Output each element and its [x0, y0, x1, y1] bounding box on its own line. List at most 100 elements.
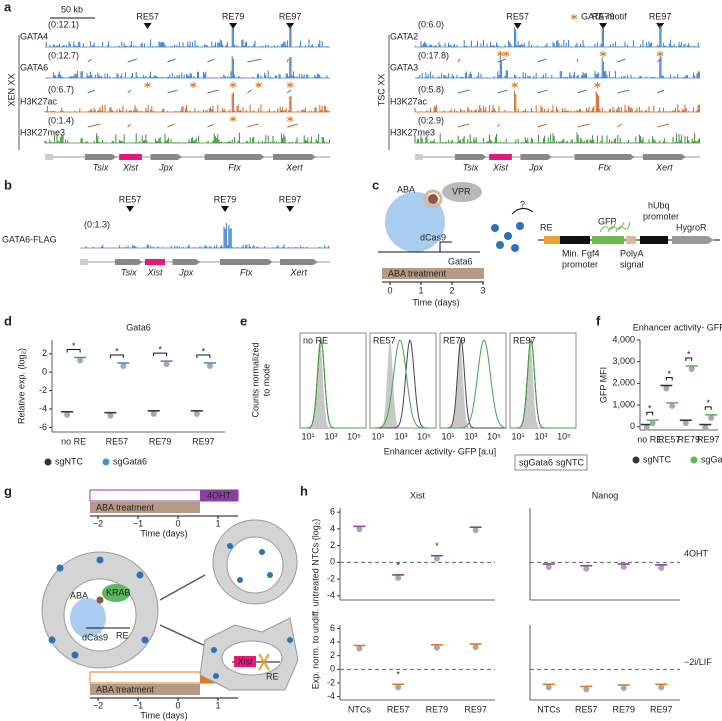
line [167, 123, 175, 128]
significance: * [158, 345, 162, 355]
promoter-arrow [439, 241, 452, 252]
x-tick-label: no RE [637, 434, 662, 444]
line [457, 58, 461, 63]
gene [150, 154, 182, 160]
panel-label: c [372, 177, 379, 192]
krab-label: KRAB [106, 587, 131, 597]
replicate-dot [77, 357, 84, 364]
significance: * [667, 369, 671, 379]
motif-star [229, 116, 237, 122]
track-range: (0:1.4) [48, 115, 74, 125]
x-tick-label: RE79 [149, 436, 172, 446]
chart-title: Enhancer activity- GFP [633, 322, 722, 332]
question-label: ? [520, 199, 525, 209]
motif-star [599, 51, 607, 57]
motif-star [656, 51, 664, 57]
marker-triangle [513, 23, 522, 29]
panel-label: g [4, 483, 12, 498]
time-tick: 3 [480, 285, 485, 295]
re-marker-label: RE97 [279, 194, 302, 204]
motif-star [255, 82, 262, 88]
line [657, 89, 665, 94]
marker-triangle [656, 23, 665, 29]
re-marker-label: RE79 [214, 194, 237, 204]
x-tick-label: 10⁵ [557, 431, 571, 441]
legend-label: sgNTC [643, 454, 672, 464]
motif-star [502, 51, 510, 57]
legend-swatch [44, 458, 52, 466]
motif-star [189, 82, 197, 88]
gene-name: Xert [285, 162, 303, 172]
gene-name: Xert [289, 267, 307, 277]
replicate-dot [545, 564, 552, 571]
line [617, 58, 626, 63]
re-marker-label: RE57 [119, 194, 142, 204]
legend-box [514, 454, 588, 471]
replicate-dot [658, 684, 665, 691]
protein-dot [259, 549, 265, 555]
protein-dot [136, 571, 144, 579]
y-tick-label: -2 [327, 573, 335, 583]
re-marker-label: RE79 [592, 11, 615, 21]
y-tick-label: 3,000 [612, 356, 635, 366]
line [87, 123, 101, 128]
gene [574, 154, 635, 160]
legend-label: sgNTC [55, 456, 84, 466]
gata6-label: Gata6 [448, 256, 473, 266]
replicate-dot [583, 565, 590, 572]
gene [204, 154, 265, 160]
significance-bracket [109, 354, 124, 358]
line [617, 123, 622, 128]
y-tick-label: 2 [330, 540, 335, 550]
treatment-bar [382, 268, 484, 279]
re-box [544, 236, 560, 244]
replicate-dot [356, 526, 363, 533]
group-label: TSC XX [376, 74, 386, 107]
x-tick-label: 10⁵ [487, 431, 501, 441]
significance-bracket [646, 411, 654, 416]
line [617, 89, 630, 94]
significance: * [396, 560, 400, 570]
aba-label: ABA [397, 184, 415, 194]
track-name: GATA2 [390, 31, 418, 41]
replicate-dot [649, 420, 656, 427]
y-tick-label: 0 [330, 664, 335, 674]
gene [220, 259, 273, 265]
gene [273, 154, 316, 160]
replicate-dot [663, 385, 670, 392]
line [87, 89, 96, 94]
signal-track [416, 56, 700, 78]
legend-label: sgNTC [556, 457, 585, 467]
time-tick: −2 [93, 518, 103, 528]
y-tick-label: 2 [330, 650, 335, 660]
time-tick: −2 [93, 700, 103, 710]
protein-dot [516, 222, 524, 230]
re-marker-label: RE97 [279, 11, 302, 21]
replicate-dot [643, 424, 650, 431]
nucleus [226, 536, 284, 594]
y-tick-label: 0 [630, 421, 635, 431]
replicate-dot [620, 685, 627, 691]
x-tick-label: RE57 [106, 436, 129, 446]
significance-bracket [685, 357, 693, 362]
time-tick: 1 [215, 700, 220, 710]
histogram-box [509, 332, 577, 429]
histogram-fill [300, 340, 366, 428]
replicate-dot [472, 644, 479, 651]
x-tick-label: RE97 [192, 436, 215, 446]
x-tick-label: 10⁵ [347, 431, 361, 441]
treatment-bar [90, 502, 200, 513]
hubq-label: promoter [643, 211, 679, 221]
replicate-dot [682, 420, 689, 427]
x-tick-label: 10¹ [301, 431, 314, 441]
significance-bracket [665, 377, 673, 381]
track-range: (0:1.3) [84, 219, 110, 229]
x-tick-label: 10¹ [511, 431, 524, 441]
replicate-dot [669, 402, 676, 409]
replicate-dot [620, 564, 627, 571]
line [247, 123, 259, 128]
y-tick-label: 4 [330, 636, 335, 646]
line [127, 123, 131, 128]
y-tick-label: 6 [330, 623, 335, 633]
